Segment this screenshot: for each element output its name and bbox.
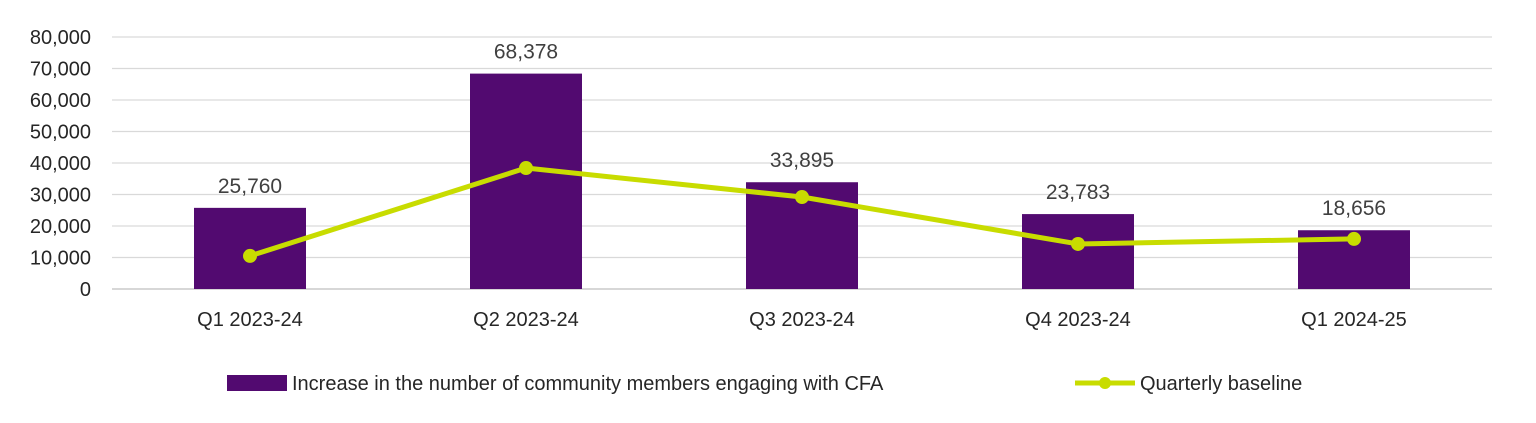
y-tick-label: 80,000 xyxy=(30,27,91,49)
x-tick-label: Q3 2023-24 xyxy=(749,309,855,331)
legend-swatch-bars xyxy=(227,375,287,391)
legend-label-line: Quarterly baseline xyxy=(1140,373,1302,395)
data-label: 23,783 xyxy=(1046,181,1110,204)
data-label: 18,656 xyxy=(1322,197,1386,220)
y-tick-label: 40,000 xyxy=(30,153,91,175)
y-tick-label: 70,000 xyxy=(30,59,91,81)
legend-marker-line xyxy=(1099,377,1111,389)
data-label: 33,895 xyxy=(770,149,834,172)
y-tick-label: 50,000 xyxy=(30,122,91,144)
baseline-point xyxy=(795,190,809,205)
y-tick-label: 60,000 xyxy=(30,90,91,112)
x-tick-label: Q4 2023-24 xyxy=(1025,309,1131,331)
baseline-point xyxy=(1071,236,1085,251)
data-label: 25,760 xyxy=(218,175,282,198)
baseline-point xyxy=(1347,231,1361,246)
bar xyxy=(1022,214,1134,289)
y-tick-label: 20,000 xyxy=(30,216,91,238)
baseline-point xyxy=(519,161,533,176)
y-tick-label: 0 xyxy=(80,279,91,301)
x-tick-label: Q2 2023-24 xyxy=(473,309,579,331)
data-label: 68,378 xyxy=(494,41,558,64)
x-tick-label: Q1 2023-24 xyxy=(197,309,303,331)
x-tick-label: Q1 2024-25 xyxy=(1301,309,1407,331)
legend: Increase in the number of community memb… xyxy=(227,373,1302,395)
y-tick-label: 30,000 xyxy=(30,185,91,207)
baseline-point xyxy=(243,248,257,263)
bar xyxy=(194,207,306,289)
legend-label-bars: Increase in the number of community memb… xyxy=(292,373,884,395)
y-tick-label: 10,000 xyxy=(30,248,91,270)
